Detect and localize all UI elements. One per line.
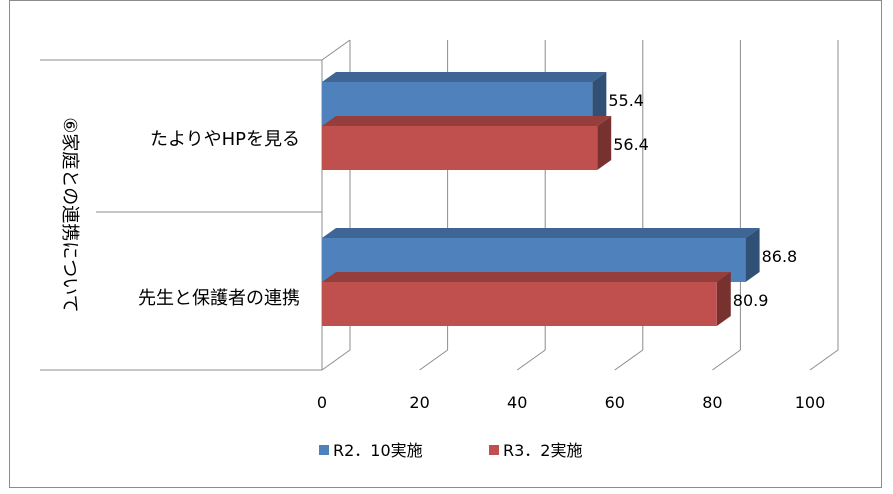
gridline-floor-0 bbox=[321, 349, 351, 371]
x-tick-label-1: 20 bbox=[409, 393, 429, 412]
bar-r3-0 bbox=[322, 116, 612, 170]
legend-swatch-r3 bbox=[489, 445, 499, 455]
chart-border bbox=[9, 0, 882, 488]
gridline-floor-4 bbox=[712, 349, 741, 371]
legend-label-r2: R2．10実施 bbox=[333, 441, 423, 460]
bar-top-face bbox=[322, 228, 760, 238]
legend: R2．10実施 R3．2実施 bbox=[319, 441, 582, 460]
bar-r3-1 bbox=[322, 272, 731, 326]
bar-side-face bbox=[597, 116, 612, 170]
bar-side-face bbox=[592, 72, 607, 126]
x-tick-label-3: 60 bbox=[605, 393, 625, 412]
category-label-renkei: 先生と保護者の連携 bbox=[138, 288, 300, 309]
x-tick-label-0: 0 bbox=[317, 393, 327, 412]
x-tick-labels: 0 20 40 60 80 100 bbox=[317, 393, 825, 412]
x-tick-label-4: 80 bbox=[702, 393, 722, 412]
group-label: ⑥家庭との連携について bbox=[59, 117, 80, 312]
bar-top-face bbox=[322, 72, 607, 82]
legend-swatch-r2 bbox=[319, 445, 329, 455]
x-tick-label-2: 40 bbox=[507, 393, 527, 412]
gridline-floor-3 bbox=[614, 349, 644, 371]
bar-top-face bbox=[322, 116, 612, 126]
bar-top-face bbox=[322, 272, 731, 282]
value-label-r3-1: 80.9 bbox=[733, 291, 769, 310]
value-labels: 55.4 86.8 56.4 80.9 bbox=[608, 91, 797, 310]
axis-left-top-depth bbox=[321, 39, 351, 61]
category-label-hp: たよりやHPを見る bbox=[150, 129, 300, 150]
value-label-r2-0: 55.4 bbox=[608, 91, 644, 110]
bar-front-face bbox=[322, 126, 598, 170]
value-label-r3-0: 56.4 bbox=[613, 135, 649, 154]
legend-label-r3: R3．2実施 bbox=[503, 441, 582, 460]
gridline-floor-1 bbox=[419, 349, 448, 371]
bar-side-face bbox=[745, 228, 760, 282]
value-label-r2-1: 86.8 bbox=[762, 247, 798, 266]
x-tick-label-5: 100 bbox=[795, 393, 826, 412]
gridline-floor-5 bbox=[809, 349, 839, 371]
gridline-floor-2 bbox=[516, 349, 546, 371]
bars bbox=[322, 72, 760, 326]
bar-side-face bbox=[716, 272, 731, 326]
bar-front-face bbox=[322, 282, 717, 326]
